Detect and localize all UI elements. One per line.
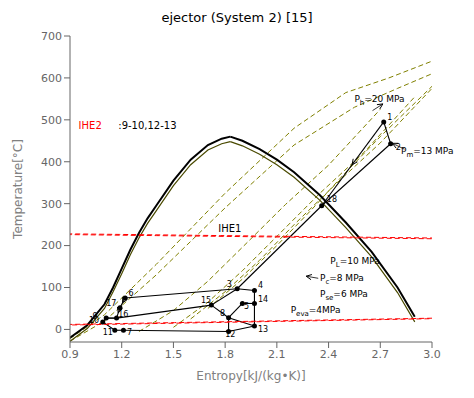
svg-text:0.9: 0.9 <box>61 348 79 361</box>
svg-text:5: 5 <box>244 302 249 311</box>
svg-text:2.7: 2.7 <box>372 348 390 361</box>
svg-text:300: 300 <box>41 198 62 211</box>
svg-text:1: 1 <box>387 113 392 122</box>
svg-text:2.4: 2.4 <box>320 348 338 361</box>
svg-text:Temperature[°C]: Temperature[°C] <box>11 139 25 240</box>
svg-text:1.8: 1.8 <box>216 348 234 361</box>
svg-text:8: 8 <box>220 309 225 318</box>
svg-text:Pse=6 MPa: Pse=6 MPa <box>320 289 368 302</box>
svg-text:Pc=8 MPa: Pc=8 MPa <box>320 273 364 286</box>
svg-text:10: 10 <box>89 316 99 325</box>
svg-text:0: 0 <box>55 323 62 336</box>
svg-text:3.0: 3.0 <box>423 348 441 361</box>
svg-text:1.5: 1.5 <box>165 348 183 361</box>
svg-text:2.1: 2.1 <box>268 348 286 361</box>
svg-text:Peva=4MPa: Peva=4MPa <box>291 305 341 318</box>
svg-text:IHE2: IHE2 <box>79 120 102 131</box>
svg-text:Pm=13 MPa: Pm=13 MPa <box>401 146 453 159</box>
svg-text:Entropy[kJ/(kg•K)]: Entropy[kJ/(kg•K)] <box>196 369 305 383</box>
svg-text:Ph=20 MPa: Ph=20 MPa <box>354 94 404 107</box>
svg-text:600: 600 <box>41 72 62 85</box>
svg-text:IHE1: IHE1 <box>218 223 241 234</box>
svg-text:6: 6 <box>129 289 134 298</box>
svg-text:PL=10 MPa: PL=10 MPa <box>330 256 380 269</box>
svg-text:100: 100 <box>41 281 62 294</box>
svg-text:400: 400 <box>41 156 62 169</box>
svg-text::9-10,12-13: :9-10,12-13 <box>118 120 176 131</box>
svg-text:11: 11 <box>103 328 113 337</box>
html-text:ejector (System 2) [15]: ejector (System 2) [15] <box>161 10 313 25</box>
svg-text:12: 12 <box>225 330 235 339</box>
svg-text:1.2: 1.2 <box>113 348 131 361</box>
svg-text:15: 15 <box>201 296 211 305</box>
svg-text:7: 7 <box>127 328 132 337</box>
svg-text:16: 16 <box>118 310 128 319</box>
svg-text:18: 18 <box>327 195 337 204</box>
svg-text:700: 700 <box>41 30 62 43</box>
svg-text:3: 3 <box>227 280 232 289</box>
svg-text:13: 13 <box>258 325 268 334</box>
svg-text:500: 500 <box>41 114 62 127</box>
svg-text:14: 14 <box>258 295 268 304</box>
svg-text:4: 4 <box>258 281 263 290</box>
svg-text:17: 17 <box>106 299 116 308</box>
svg-text:200: 200 <box>41 239 62 252</box>
svg-text:2: 2 <box>395 143 401 152</box>
